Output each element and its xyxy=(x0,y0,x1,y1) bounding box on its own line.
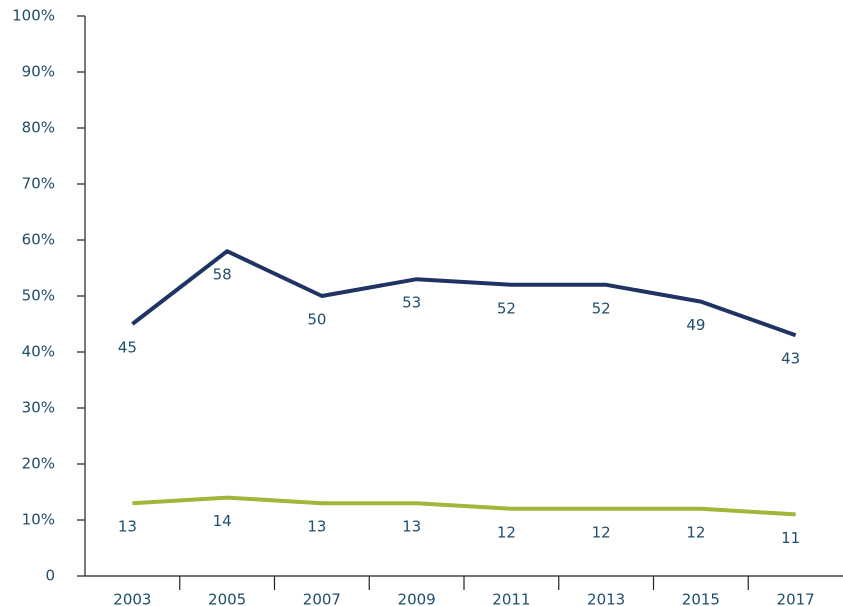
y-tick-label: 100% xyxy=(12,7,55,25)
y-tick-label: 0 xyxy=(45,567,55,585)
y-tick-label: 10% xyxy=(22,511,55,529)
data-label: 13 xyxy=(402,518,421,536)
data-label: 12 xyxy=(592,523,611,541)
y-tick-label: 30% xyxy=(22,399,55,417)
x-tick-label: 2003 xyxy=(113,591,151,606)
x-tick-label: 2011 xyxy=(492,591,530,606)
data-label: 43 xyxy=(781,350,800,368)
data-label: 50 xyxy=(307,311,326,329)
data-label: 14 xyxy=(213,512,232,530)
data-label: 12 xyxy=(686,523,705,541)
data-label: 53 xyxy=(402,294,421,312)
x-tick-label: 2013 xyxy=(587,591,625,606)
data-label: 11 xyxy=(781,529,800,547)
y-tick-label: 70% xyxy=(22,175,55,193)
x-tick-label: 2015 xyxy=(682,591,720,606)
y-tick-label: 80% xyxy=(22,119,55,137)
data-label: 12 xyxy=(497,523,516,541)
data-label: 45 xyxy=(118,339,137,357)
y-tick-label: 90% xyxy=(22,63,55,81)
data-label: 52 xyxy=(592,299,611,317)
data-label: 52 xyxy=(497,299,516,317)
y-tick-label: 40% xyxy=(22,343,55,361)
data-label: 58 xyxy=(213,266,232,284)
data-label: 13 xyxy=(307,518,326,536)
x-tick-label: 2017 xyxy=(777,591,815,606)
x-tick-label: 2005 xyxy=(208,591,246,606)
x-tick-label: 2007 xyxy=(303,591,341,606)
y-tick-label: 60% xyxy=(22,231,55,249)
data-label: 13 xyxy=(118,518,137,536)
line xyxy=(132,495,796,517)
y-tick-label: 20% xyxy=(22,455,55,473)
line xyxy=(131,249,797,338)
x-tick-label: 2009 xyxy=(398,591,436,606)
y-tick-label: 50% xyxy=(22,287,55,305)
data-label: 49 xyxy=(686,316,705,334)
